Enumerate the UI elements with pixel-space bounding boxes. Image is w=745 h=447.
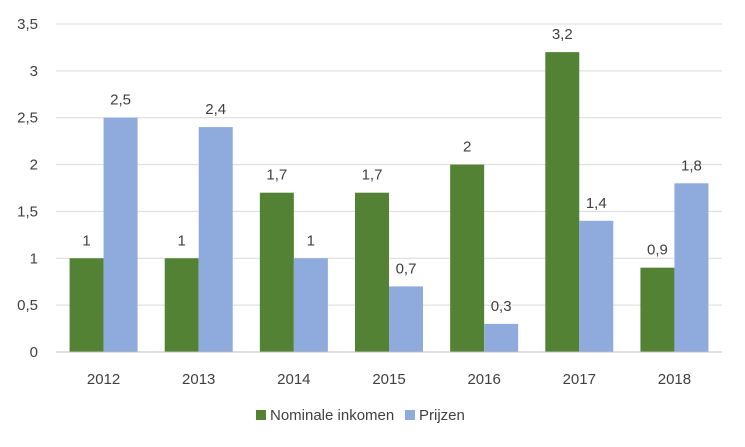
bar [103, 117, 138, 352]
y-tick-label: 3 [30, 63, 38, 80]
bar [389, 286, 423, 352]
data-label: 0,9 [647, 242, 668, 259]
bar [198, 127, 233, 352]
legend-swatch [405, 410, 415, 420]
data-label: 1 [82, 232, 90, 249]
y-tick-label: 1 [30, 250, 38, 267]
x-tick-label: 2017 [563, 371, 596, 388]
bar [293, 258, 328, 352]
bar [674, 183, 709, 352]
x-tick-label: 2014 [277, 371, 310, 388]
x-tick-label: 2012 [87, 371, 120, 388]
y-axis-ticks: 0 0,5 1 1,5 2 2,5 3 3,5 [17, 16, 38, 361]
data-label: 1,8 [681, 157, 702, 174]
bar [164, 258, 199, 352]
data-label: 2 [463, 139, 471, 156]
y-tick-label: 2,5 [17, 110, 38, 127]
data-label: 1 [178, 232, 186, 249]
legend: Nominale inkomen Prijzen [256, 407, 465, 424]
x-tick-label: 2016 [467, 371, 500, 388]
bars [69, 52, 709, 352]
x-axis-ticks: 2012 2013 2014 2015 2016 2017 2018 [87, 371, 691, 388]
data-label: 2,5 [110, 92, 131, 109]
bar [579, 220, 614, 352]
bar [545, 52, 580, 352]
bar [484, 323, 519, 352]
data-label: 1,7 [362, 167, 383, 184]
data-label: 0,3 [491, 298, 512, 315]
data-label: 0,7 [396, 260, 417, 277]
bar [640, 267, 675, 352]
y-tick-label: 1,5 [17, 203, 38, 220]
data-label: 1,7 [266, 167, 287, 184]
y-tick-label: 2 [30, 157, 38, 174]
bar [450, 164, 485, 352]
data-label: 3,2 [552, 26, 573, 43]
bar [259, 192, 294, 352]
data-label: 1 [307, 232, 315, 249]
data-labels: 1 2,5 1 2,4 1,7 1 1,7 0,7 2 0,3 3,2 1,4 0,9 1,8 [82, 26, 701, 315]
legend-label: Nominale inkomen [270, 407, 394, 424]
y-tick-label: 0,5 [17, 297, 38, 314]
y-tick-label: 3,5 [17, 16, 38, 33]
legend-swatch [256, 410, 266, 420]
x-tick-label: 2018 [658, 371, 691, 388]
y-tick-label: 0 [30, 344, 38, 361]
legend-label: Prijzen [419, 407, 465, 424]
x-tick-label: 2013 [182, 371, 215, 388]
data-label: 2,4 [205, 101, 226, 118]
bar [69, 258, 104, 352]
x-tick-label: 2015 [372, 371, 405, 388]
bar [355, 192, 389, 352]
data-label: 1,4 [586, 195, 607, 212]
